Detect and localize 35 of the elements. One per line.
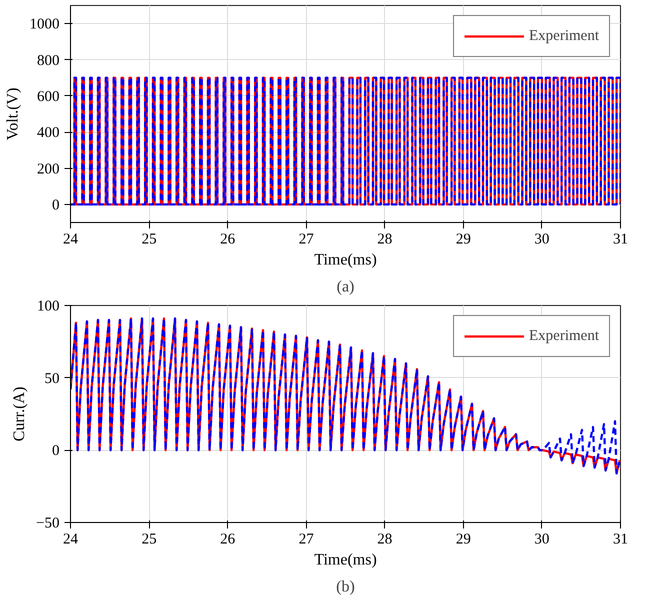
y-tick-label: 100: [37, 298, 60, 314]
y-tick-label: 1000: [30, 16, 60, 33]
y-axis-title: Curr.(A): [11, 386, 28, 442]
y-tick-label: 400: [37, 125, 60, 142]
y-axis-title: Volt.(V): [4, 88, 22, 140]
x-tick-label: 31: [613, 232, 628, 248]
text: (a): [336, 278, 354, 296]
x-tick-label: 29: [456, 232, 471, 248]
y-tick-label: 0: [52, 197, 60, 214]
x-axis-title: Time(ms): [314, 252, 377, 268]
text: (b): [336, 578, 355, 596]
y-tick-label: 0: [52, 443, 60, 460]
y-tick-label: 600: [37, 88, 60, 105]
x-tick-label: 29: [456, 532, 471, 548]
x-tick-label: 27: [298, 232, 314, 248]
y-tick-label: 800: [37, 52, 60, 69]
y-tick-label: 200: [37, 161, 60, 178]
x-axis-title: Time(ms): [314, 552, 377, 568]
legend-label: Experiment: [529, 328, 599, 344]
x-tick-label: 31: [613, 532, 628, 548]
x-tick-label: 27: [298, 532, 314, 548]
x-tick-label: 24: [63, 532, 78, 548]
x-tick-label: 30: [534, 532, 550, 548]
line-series: [70, 317, 620, 474]
x-tick-label: 26: [220, 232, 236, 248]
x-tick-label: 30: [534, 232, 550, 248]
x-tick-label: 25: [142, 232, 157, 248]
y-tick-label: 50: [44, 370, 60, 387]
x-tick-label: 24: [63, 232, 78, 248]
y-tick-label: −50: [36, 516, 60, 532]
x-tick-label: 28: [377, 232, 392, 248]
x-tick-label: 28: [377, 532, 392, 548]
x-tick-label: 25: [142, 532, 157, 548]
legend-label: Experiment: [529, 28, 599, 44]
x-tick-label: 26: [220, 532, 236, 548]
